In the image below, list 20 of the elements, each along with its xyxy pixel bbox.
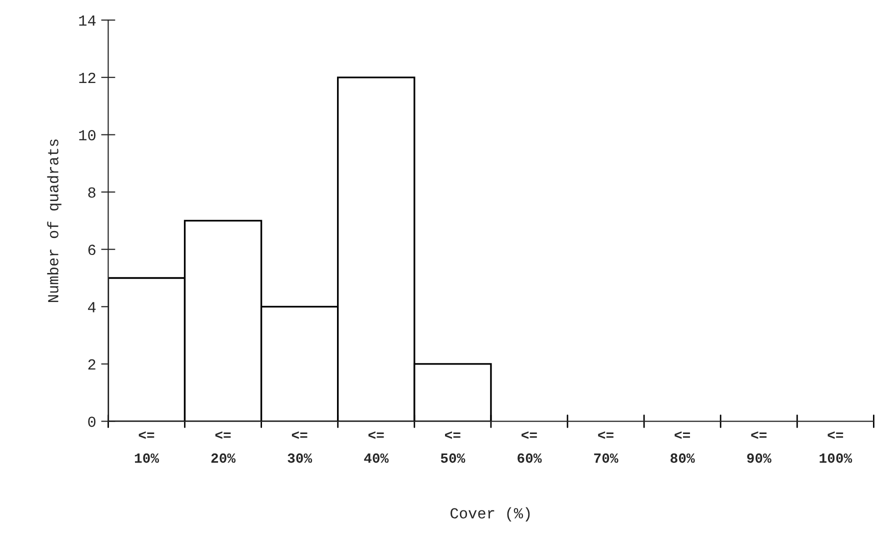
y-tick-label: 14: [79, 16, 96, 26]
y-tick-label: 2: [88, 359, 96, 370]
x-tick-label: <= 50%: [440, 431, 466, 463]
x-tick-label: <= 70%: [594, 431, 618, 463]
y-tick-label: 4: [88, 302, 96, 312]
x-tick-label: <= 80%: [670, 431, 695, 463]
x-tick-label: <= 40%: [364, 431, 389, 463]
y-tick-label: 10: [79, 130, 96, 140]
y-tick-label: 8: [88, 187, 96, 198]
x-tick-label: <= 90%: [747, 431, 772, 463]
y-tick-label: 6: [88, 244, 96, 256]
y-tick-label: 12: [79, 72, 96, 83]
x-tick-label: <= 30%: [288, 431, 312, 463]
x-tick-label: <= 20%: [211, 431, 236, 463]
y-tick-label: 0: [88, 416, 96, 427]
x-tick-label: <= 100%: [820, 431, 852, 463]
x-tick-label: <= 60%: [518, 431, 542, 463]
x-tick-label: <= 10%: [134, 431, 159, 463]
x-axis-title: Cover (%): [450, 507, 530, 522]
y-axis-title: Number of quadrats: [47, 139, 62, 302]
